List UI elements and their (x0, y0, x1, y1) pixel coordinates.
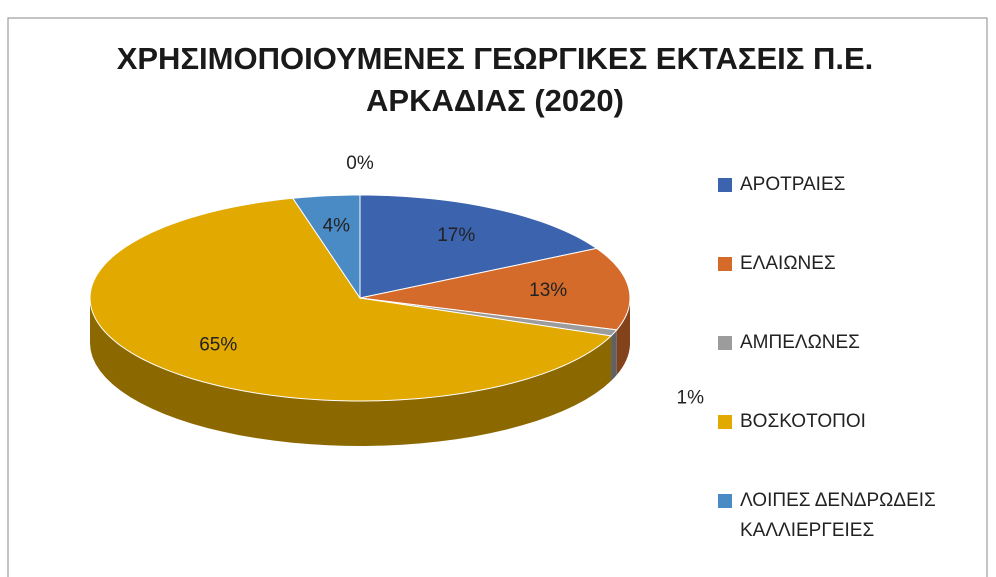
chart-title: ΧΡΗΣΙΜΟΠΟΙΟΥΜΕΝΕΣ ΓΕΩΡΓΙΚΕΣ ΕΚΤΑΣΕΙΣ Π.Ε… (116, 41, 874, 118)
slice-side (90, 298, 612, 446)
legend-swatch (718, 178, 732, 192)
data-label: 1% (677, 387, 705, 408)
legend: ΑΡΟΤΡΑΙΕΣ ΕΛΑΙΩΝΕΣ ΑΜΠΕΛΩΝΕΣ ΒΟΣΚΟΤΟΠΟΙ ΛΟΙΠ… (718, 170, 978, 565)
slice (89, 197, 613, 402)
slice (359, 194, 598, 299)
data-label: 4% (323, 215, 351, 236)
legend-item: ΒΟΣΚΟΤΟΠΟΙ (718, 407, 978, 486)
legend-swatch (718, 415, 732, 429)
slice (291, 194, 361, 300)
legend-label: ΑΡΟΤΡΑΙΕΣ (740, 174, 846, 195)
legend-label: ΕΛΑΙΩΝΕΣ (740, 253, 836, 274)
legend-item: ΕΛΑΙΩΝΕΣ (718, 249, 978, 328)
data-label: 65% (199, 335, 237, 356)
data-label: 13% (529, 280, 567, 301)
data-label: 0% (346, 153, 374, 174)
legend-item: ΛΟΙΠΕΣ ΔΕΝΔΡΩΔΕΙΣ ΚΑΛΛΙΕΡΓΕΙΕΣ (718, 486, 978, 565)
legend-swatch (718, 336, 732, 350)
legend-item: ΑΡΟΤΡΑΙΕΣ (718, 170, 978, 249)
slice (359, 247, 631, 331)
data-label: 17% (437, 225, 475, 246)
slice-side (616, 298, 630, 375)
legend-item: ΑΜΠΕΛΩΝΕΣ (718, 328, 978, 407)
legend-label: ΒΟΣΚΟΤΟΠΟΙ (740, 411, 866, 432)
legend-label: ΛΟΙΠΕΣ ΔΕΝΔΡΩΔΕΙΣ ΚΑΛΛΙΕΡΓΕΙΕΣ (740, 490, 936, 541)
legend-swatch (718, 257, 732, 271)
legend-swatch (718, 494, 732, 508)
slice-side (611, 329, 617, 381)
legend-label: ΑΜΠΕΛΩΝΕΣ (740, 332, 860, 353)
